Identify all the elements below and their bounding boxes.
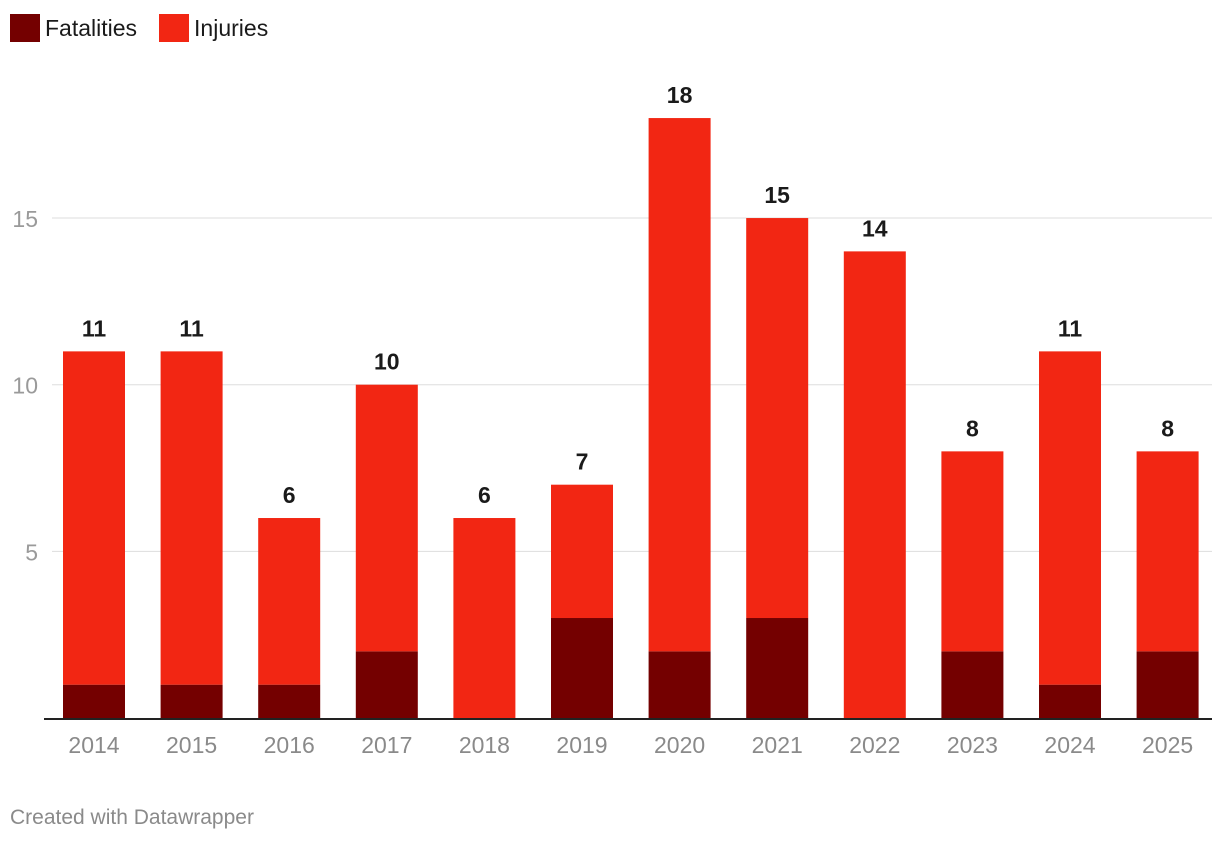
bar-fatalities-2017 [355,651,418,718]
bar-injuries-2022 [843,251,906,718]
bar-fatalities-2016 [258,684,321,718]
legend-swatch-fatalities [10,14,40,42]
bar-injuries-2017 [355,384,418,652]
x-tick-label-2025: 2025 [1142,732,1193,758]
data-label-2025: 8 [1161,415,1174,441]
bar-injuries-2023 [941,451,1004,652]
bar-injuries-2019 [551,484,613,619]
bar-fatalities-2024 [1039,684,1101,718]
legend-label-fatalities: Fatalities [45,14,138,41]
data-label-2023: 8 [966,415,979,441]
y-tick-label-5: 5 [25,539,38,565]
data-label-2018: 6 [478,482,491,508]
bar-injuries-2021 [746,218,809,619]
x-tick-label-2014: 2014 [68,732,119,758]
legend-item-fatalities: Fatalities [10,14,137,42]
x-tick-label-2018: 2018 [459,732,510,758]
y-tick-label-15: 15 [12,206,38,232]
bar-injuries-2025 [1136,451,1199,652]
x-tick-label-2022: 2022 [849,732,900,758]
legend-item-injuries: Injuries [159,14,268,42]
bar-fatalities-2023 [941,651,1004,718]
x-tick-label-2019: 2019 [556,732,607,758]
bar-injuries-2016 [258,518,321,685]
footer-credit: Created with Datawrapper [10,806,254,829]
bar-injuries-2018 [453,518,516,718]
bar-injuries-2020 [648,118,711,652]
data-label-2021: 15 [764,182,790,208]
data-label-2015: 11 [179,315,204,341]
data-label-2014: 11 [82,315,107,341]
legend: Fatalities Injuries [10,14,290,42]
bar-injuries-2014 [63,351,125,685]
bar-fatalities-2015 [160,684,223,718]
y-tick-label-10: 10 [12,373,38,399]
x-tick-label-2015: 2015 [166,732,217,758]
legend-swatch-injuries [159,14,190,42]
x-tick-label-2023: 2023 [947,732,998,758]
bar-fatalities-2014 [63,684,125,718]
data-label-2022: 14 [862,215,888,241]
x-tick-label-2024: 2024 [1044,732,1095,758]
data-label-2024: 11 [1058,315,1083,341]
data-label-2020: 18 [667,82,693,108]
bar-fatalities-2019 [551,618,613,718]
data-label-2016: 6 [283,482,296,508]
stacked-bar-chart: 5 10 15 11 2014 11 2015 6 2016 10 2017 6 2018 7 2019 18… [12,82,1212,758]
data-label-2019: 7 [576,449,589,475]
bar-injuries-2015 [160,351,223,685]
x-tick-label-2021: 2021 [752,732,803,758]
bar-fatalities-2025 [1136,651,1199,718]
data-label-2017: 10 [374,349,400,375]
x-tick-label-2017: 2017 [361,732,412,758]
bar-fatalities-2020 [648,651,711,718]
x-tick-label-2016: 2016 [264,732,315,758]
bar-fatalities-2021 [746,618,809,718]
x-tick-label-2020: 2020 [654,732,705,758]
legend-label-injuries: Injuries [194,14,269,41]
bar-injuries-2024 [1039,351,1101,685]
